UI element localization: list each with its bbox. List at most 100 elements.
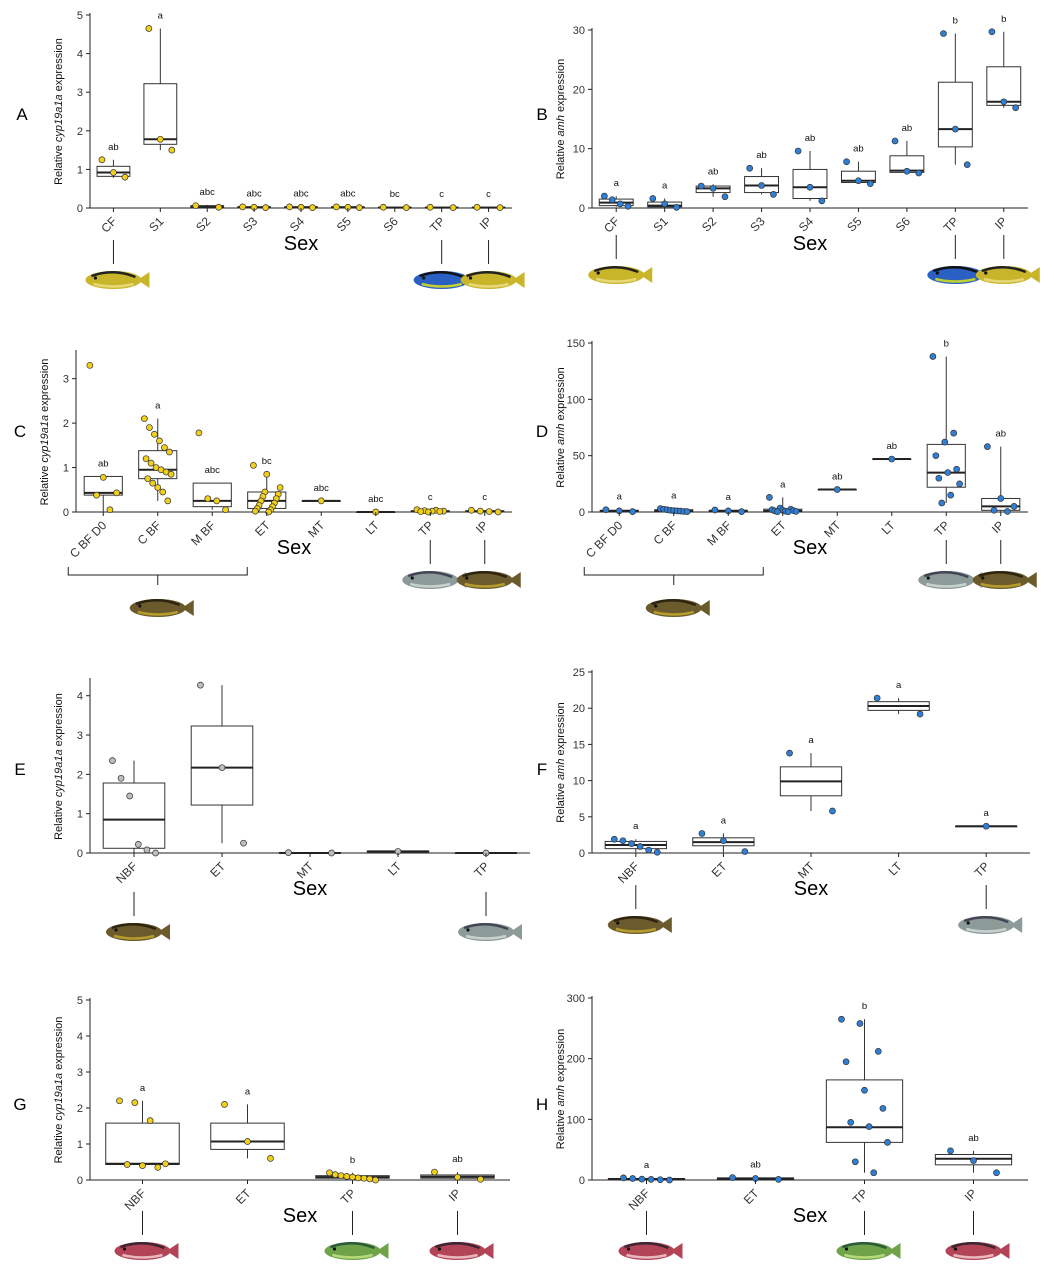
data-point (156, 135, 164, 143)
y-axis-label-prefix: Relative (555, 136, 567, 179)
data-point (372, 1176, 379, 1184)
significance-letter: a (617, 492, 623, 503)
x-tick-label: LT (385, 859, 405, 879)
data-point (149, 479, 157, 487)
y-axis-label: Relative cyp19a1a expression (53, 693, 65, 840)
chart-panel-a: A 0 1 2 3 4 5 Relative cyp19a1a expression ab a ab… (16, 10, 525, 289)
box-et (190, 681, 254, 847)
y-tick-label: 10 (573, 144, 585, 156)
x-tick-label: CF (601, 214, 622, 235)
data-point (997, 495, 1005, 502)
data-point (786, 749, 793, 757)
fish-eye (935, 271, 939, 275)
data-point (941, 438, 949, 446)
y-tick-label: 10 (573, 776, 585, 788)
data-point (154, 484, 162, 491)
data-point (331, 1171, 339, 1178)
data-point (602, 506, 610, 514)
significance-letter: abc (314, 483, 330, 494)
data-point (874, 1048, 882, 1055)
data-point (141, 415, 148, 423)
fish-back (330, 1242, 375, 1250)
fish-belly (113, 934, 155, 940)
significance-letter: ab (853, 144, 864, 155)
group-bracket (583, 567, 764, 585)
fish-belly (437, 1253, 478, 1259)
data-point (267, 1155, 274, 1162)
y-tick-label: 0 (77, 1175, 83, 1187)
y-tick-label: 20 (573, 703, 585, 715)
y-tick-label: 0 (77, 203, 83, 215)
y-tick-label: 0 (579, 507, 585, 519)
data-point (915, 169, 923, 177)
data-point (159, 488, 167, 496)
x-tick-label: ET (709, 859, 730, 880)
box-s4: ab (792, 133, 828, 205)
fish-icon (324, 1242, 389, 1260)
significance-letter: c (486, 189, 491, 200)
data-point (616, 200, 624, 208)
significance-letter: a (614, 178, 620, 189)
data-point (944, 469, 952, 476)
data-point (152, 849, 159, 857)
significance-letter: bc (262, 456, 272, 467)
data-point (697, 182, 705, 190)
x-axis-label: Sex (284, 233, 318, 255)
box-tp: b (315, 1155, 390, 1184)
chart-panel-c: C 0 1 2 3 Relative cyp19a1a expression ab a abc b… (14, 350, 521, 617)
data-point (1012, 104, 1019, 112)
fish-eye (626, 1247, 631, 1251)
box-ip: ab (420, 1154, 495, 1183)
box-tp: a (955, 808, 1018, 830)
data-point (721, 193, 729, 201)
significance-letter: abc (368, 494, 384, 505)
data-point (938, 499, 946, 507)
data-point (784, 508, 792, 516)
data-point (1004, 508, 1011, 515)
y-axis-label: Relative amh expression (555, 367, 567, 487)
data-point (950, 429, 958, 437)
y-tick-label: 20 (573, 84, 585, 96)
data-point (239, 203, 246, 211)
fish-icon (456, 571, 521, 589)
fish-back (651, 599, 697, 607)
panel-label: E (14, 760, 25, 779)
data-point (729, 1174, 736, 1181)
y-tick-label: 1 (77, 164, 83, 176)
x-tick-label: S6 (893, 214, 914, 235)
group-bracket (67, 567, 248, 585)
fish-belly (983, 277, 1025, 283)
data-point (833, 486, 841, 493)
box-lt: ab (872, 441, 912, 463)
box-c-bf: a (138, 401, 178, 505)
data-point (244, 1138, 251, 1145)
y-tick-label: 0 (579, 848, 585, 860)
data-point (601, 192, 608, 200)
data-point (770, 191, 777, 198)
y-tick-label: 2 (63, 418, 69, 430)
data-point (93, 491, 100, 499)
y-axis-label-suffix: expression (53, 38, 65, 94)
x-tick-label: S4 (796, 214, 817, 235)
data-point (134, 840, 142, 848)
y-axis-label: Relative cyp19a1a expression (53, 38, 65, 185)
box-iqr (102, 782, 166, 849)
fish-eye (122, 1247, 127, 1251)
y-tick-label: 3 (63, 374, 69, 386)
significance-letter: a (662, 181, 668, 192)
fish-belly (595, 277, 637, 283)
y-tick-label: 3 (77, 730, 83, 742)
data-point (197, 681, 204, 689)
box-ip: c (465, 492, 505, 516)
significance-letter: a (633, 821, 639, 832)
significance-letter: ab (886, 441, 897, 452)
data-point (117, 774, 125, 782)
fish-back (978, 571, 1024, 579)
x-tick-label: C BF (651, 518, 680, 547)
data-point (496, 204, 504, 211)
box-tp: b (937, 16, 973, 169)
fish-eye (332, 1247, 337, 1251)
data-point (794, 147, 802, 155)
data-point (746, 164, 754, 172)
x-tick-label: S5 (334, 214, 355, 235)
